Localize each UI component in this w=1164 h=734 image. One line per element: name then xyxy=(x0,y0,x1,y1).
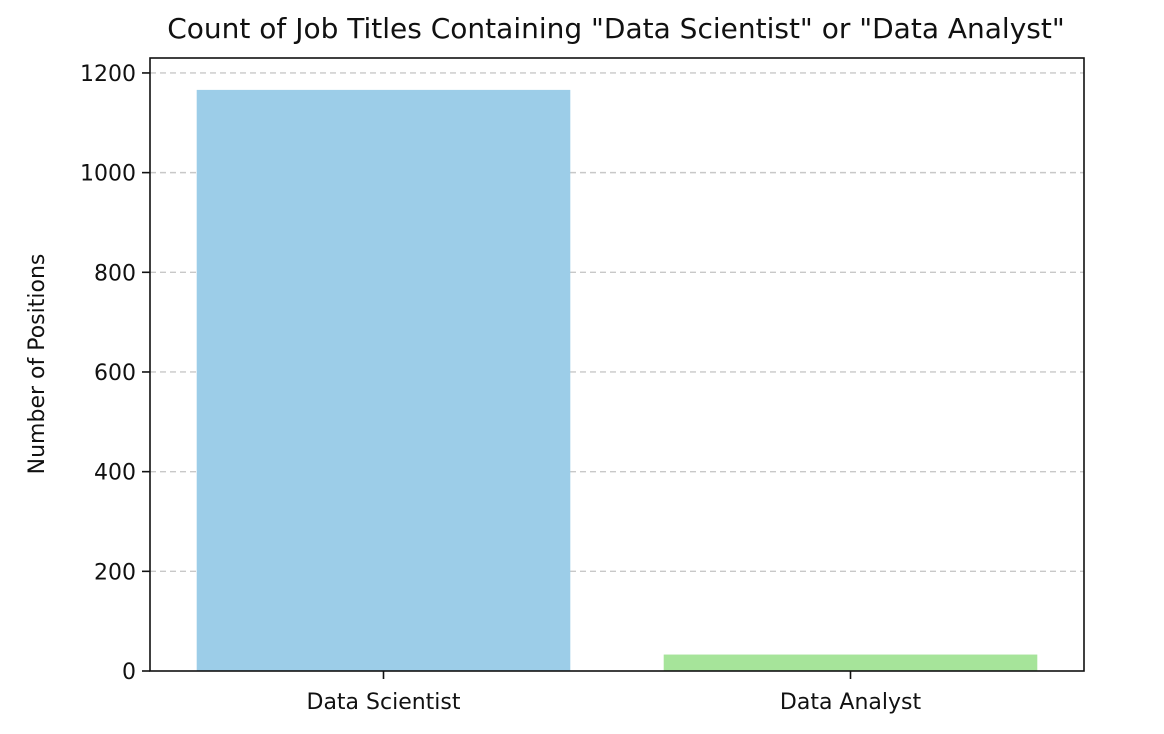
y-tick-label: 600 xyxy=(94,361,136,386)
y-tick-label: 1000 xyxy=(80,162,136,187)
bar-data-analyst xyxy=(663,654,1038,671)
y-tick-label: 1200 xyxy=(80,62,136,87)
axis-ticks: 0 200 400 600 800 1000 1200 Data Scientist Data … xyxy=(80,62,921,715)
y-tick-label: 200 xyxy=(94,560,136,585)
bars xyxy=(196,89,1038,671)
plot-frame xyxy=(149,57,1085,672)
y-tick-label: 400 xyxy=(94,461,136,486)
y-axis-label: Number of Positions xyxy=(25,254,50,475)
y-tick-label: 0 xyxy=(122,660,136,685)
y-tick-label: 800 xyxy=(94,261,136,286)
chart-title: Count of Job Titles Containing "Data Sci… xyxy=(167,12,1064,45)
x-tick-label: Data Scientist xyxy=(307,690,461,715)
bar-data-scientist xyxy=(196,89,571,671)
x-tick-label: Data Analyst xyxy=(780,690,922,715)
